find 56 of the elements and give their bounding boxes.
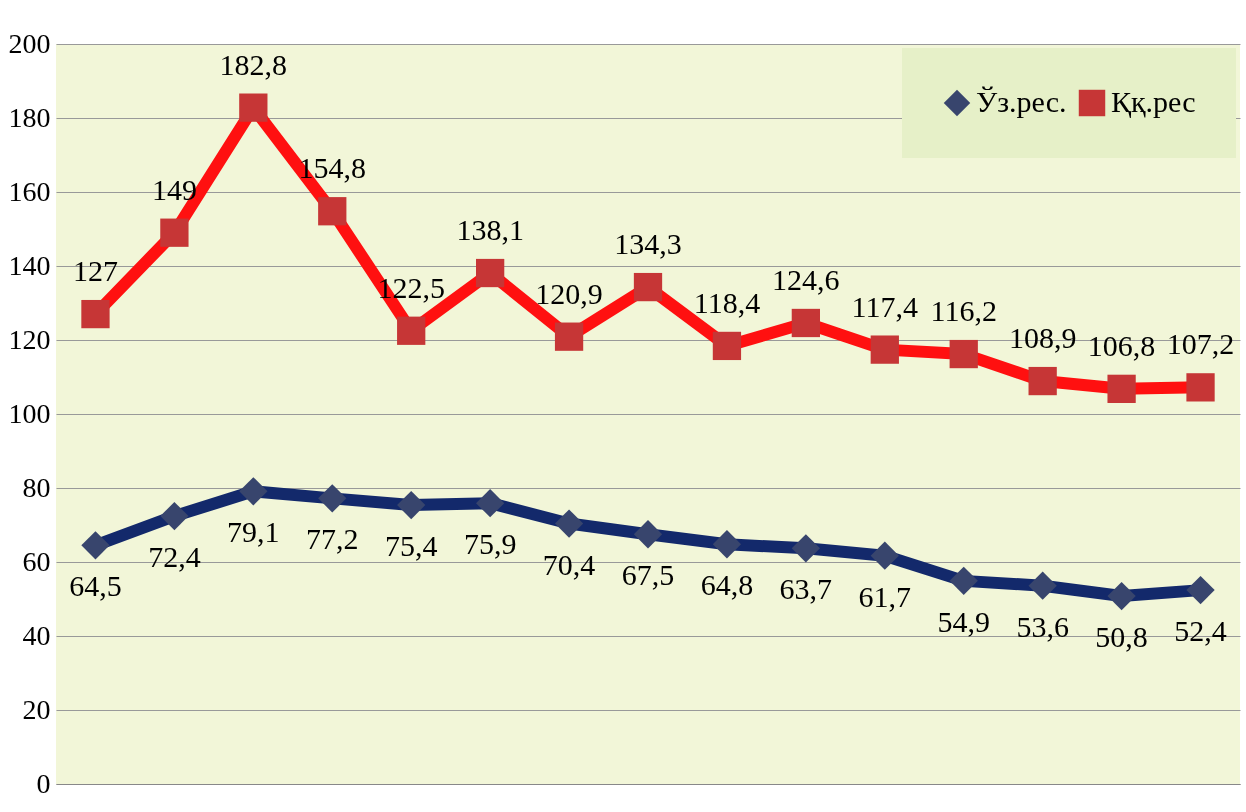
- point: [870, 541, 899, 570]
- point: [318, 484, 347, 513]
- data-label: 107,2: [1166, 327, 1235, 361]
- data-label: 118,4: [693, 285, 761, 319]
- y-tick-label: 160: [8, 175, 51, 207]
- data-label: 61,7: [858, 579, 912, 613]
- data-label: 75,9: [463, 527, 517, 561]
- point: [81, 531, 110, 560]
- data-label: 182,8: [219, 47, 288, 81]
- point: [397, 490, 426, 520]
- point: [1107, 581, 1136, 611]
- point: [554, 509, 584, 538]
- y-tick-label: 60: [22, 545, 51, 577]
- y-tick-label: 40: [22, 619, 51, 651]
- data-label: 77,2: [306, 522, 359, 556]
- data-label: 64,8: [700, 568, 754, 602]
- data-label: 63,7: [779, 572, 833, 606]
- point: [475, 489, 505, 518]
- data-label: 54,9: [937, 604, 990, 638]
- y-tick-label: 200: [8, 27, 51, 59]
- data-label: 50,8: [1095, 620, 1148, 654]
- data-label: 72,4: [148, 540, 201, 574]
- point: [1028, 571, 1057, 600]
- data-label: 108,9: [1008, 321, 1077, 355]
- data-label: 116,2: [930, 294, 997, 328]
- data-label: 79,1: [227, 515, 280, 549]
- point: [239, 477, 268, 506]
- point: [1186, 575, 1215, 605]
- y-tick-label: 20: [22, 693, 51, 725]
- data-label: 67,5: [621, 558, 675, 592]
- legend-label: Ўз.рес.: [976, 85, 1067, 118]
- y-tick-label: 120: [8, 323, 51, 355]
- point: [791, 534, 821, 563]
- y-tick-label: 100: [8, 397, 51, 429]
- y-tick-label: 180: [8, 101, 51, 133]
- data-label: 70,4: [542, 547, 596, 581]
- data-label: 106,8: [1087, 328, 1156, 362]
- point: [160, 501, 189, 531]
- point: [633, 520, 663, 549]
- data-label: 64,5: [69, 569, 122, 603]
- data-label: 134,3: [614, 227, 682, 261]
- y-tick-label: 80: [22, 471, 51, 503]
- point: [949, 566, 978, 596]
- data-label: 127: [72, 254, 118, 288]
- legend-label: Ққ.рес: [1111, 85, 1196, 118]
- y-tick-label: 0: [36, 767, 51, 799]
- data-label: 52,4: [1174, 614, 1227, 648]
- data-label: 75,4: [384, 529, 438, 563]
- data-label: 149: [151, 172, 197, 206]
- y-tick-label: 140: [8, 249, 51, 281]
- point: [712, 530, 742, 559]
- data-label: 120,9: [535, 276, 603, 310]
- data-label: 53,6: [1016, 609, 1069, 643]
- data-label: 124,6: [772, 262, 840, 296]
- data-label: 138,1: [456, 213, 524, 247]
- data-label: 117,4: [851, 289, 918, 323]
